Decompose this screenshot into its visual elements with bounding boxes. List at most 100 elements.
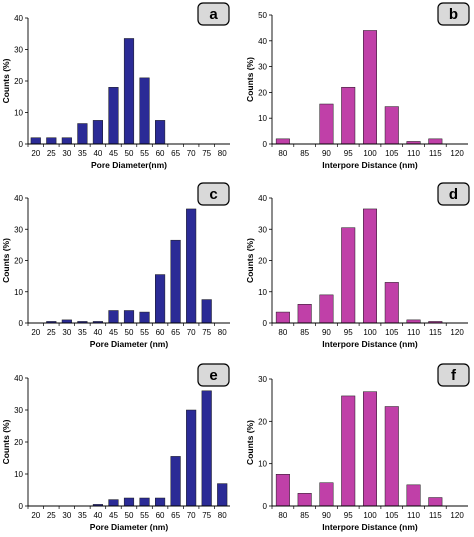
bar xyxy=(155,120,166,145)
y-tick-label: 0 xyxy=(263,319,268,328)
x-tick-label: 50 xyxy=(125,328,134,337)
x-tick-label: 55 xyxy=(140,328,149,337)
y-tick-label: 40 xyxy=(258,194,267,203)
y-tick-label: 10 xyxy=(258,114,267,123)
y-tick-label: 40 xyxy=(258,37,267,46)
bar xyxy=(201,390,212,507)
bar xyxy=(123,310,135,324)
y-axis-label: Counts (%) xyxy=(1,419,11,464)
panel-label-box xyxy=(197,182,230,206)
bar xyxy=(123,38,135,145)
bar xyxy=(186,208,197,324)
panel-label: b xyxy=(449,6,458,23)
panel-label-box xyxy=(197,2,230,26)
bar xyxy=(428,497,443,507)
y-tick-label: 10 xyxy=(14,288,23,297)
panel-label-box xyxy=(437,2,470,26)
y-tick-label: 20 xyxy=(258,257,267,266)
chart-panel-e: 0 10 20 30 40 20 25 30 35 40 45 50 55 60 65 70 75 80 Pore … xyxy=(1,363,230,532)
bar xyxy=(61,137,72,145)
bar xyxy=(139,497,150,507)
x-tick-label: 105 xyxy=(385,328,399,337)
y-tick-label: 10 xyxy=(258,460,267,469)
x-tick-label: 30 xyxy=(62,328,71,337)
x-tick-label: 105 xyxy=(385,511,399,520)
chart-panel-b: 0 10 20 30 40 50 80 85 90 95 100 105 110 115 120 Interp… xyxy=(245,2,470,170)
x-tick-label: 65 xyxy=(171,511,180,520)
x-tick-label: 35 xyxy=(78,328,87,337)
x-tick-label: 80 xyxy=(218,149,227,158)
x-tick-label: 100 xyxy=(363,328,377,337)
chart-panel-d: 0 10 20 30 40 80 85 90 95 100 105 110 115 120 Interpor… xyxy=(245,182,470,349)
x-tick-label: 115 xyxy=(429,328,442,337)
bar xyxy=(319,294,334,324)
bar xyxy=(155,497,166,507)
bar xyxy=(170,239,181,324)
bar xyxy=(108,310,119,324)
x-tick-label: 50 xyxy=(125,149,134,158)
chart-panel-f: 0 10 20 30 80 85 90 95 100 105 110 115 120 Interpore … xyxy=(245,363,470,532)
bar xyxy=(362,391,378,507)
x-tick-label: 95 xyxy=(344,149,353,158)
x-tick-label: 55 xyxy=(140,149,149,158)
y-axis-label: Counts (%) xyxy=(1,58,11,103)
y-tick-label: 30 xyxy=(14,46,23,55)
x-tick-label: 30 xyxy=(62,511,71,520)
y-tick-label: 0 xyxy=(263,140,268,149)
bar xyxy=(155,274,166,324)
x-tick-label: 55 xyxy=(140,511,149,520)
bar xyxy=(170,456,181,507)
y-tick-label: 30 xyxy=(14,406,23,415)
x-tick-label: 50 xyxy=(125,511,134,520)
y-tick-label: 30 xyxy=(14,225,23,234)
x-axis-label: Pore Diameter (nm) xyxy=(90,522,169,532)
bar xyxy=(275,311,290,324)
panel-label: f xyxy=(451,367,457,384)
x-tick-label: 60 xyxy=(156,149,165,158)
bar xyxy=(406,319,421,324)
bar xyxy=(341,86,356,145)
y-tick-label: 20 xyxy=(14,77,23,86)
x-tick-label: 90 xyxy=(322,328,331,337)
panel-label: e xyxy=(209,367,217,384)
y-tick-label: 20 xyxy=(14,257,23,266)
x-tick-label: 70 xyxy=(187,511,196,520)
x-tick-label: 115 xyxy=(429,511,442,520)
bar xyxy=(30,137,41,145)
x-tick-label: 105 xyxy=(385,149,399,158)
x-tick-label: 100 xyxy=(363,149,377,158)
x-tick-label: 45 xyxy=(109,149,118,158)
bar xyxy=(362,30,378,145)
x-tick-label: 20 xyxy=(31,149,40,158)
y-tick-label: 10 xyxy=(258,288,267,297)
bar xyxy=(297,493,312,507)
x-tick-label: 75 xyxy=(202,328,211,337)
y-tick-label: 20 xyxy=(258,417,267,426)
x-tick-label: 120 xyxy=(450,149,464,158)
y-tick-label: 40 xyxy=(14,374,23,383)
x-tick-label: 65 xyxy=(171,328,180,337)
bar xyxy=(217,483,228,507)
bar xyxy=(384,282,399,324)
y-tick-label: 40 xyxy=(14,194,23,203)
panel-label-box xyxy=(437,363,470,387)
chart-panel-a: 0 10 20 30 40 20 25 30 35 40 45 50 55 60 65 70 75 80 Pore … xyxy=(1,2,230,170)
y-axis-label: Counts (%) xyxy=(245,238,255,283)
y-tick-label: 20 xyxy=(14,438,23,447)
x-axis-label: Pore Diameter (nm) xyxy=(90,339,169,349)
x-tick-label: 100 xyxy=(363,511,377,520)
y-tick-label: 0 xyxy=(19,502,24,511)
x-tick-label: 80 xyxy=(218,328,227,337)
x-tick-label: 70 xyxy=(187,328,196,337)
bar xyxy=(139,311,150,324)
y-axis-label: Counts (%) xyxy=(245,57,255,102)
x-tick-label: 80 xyxy=(278,149,287,158)
x-tick-label: 65 xyxy=(171,149,180,158)
bar xyxy=(384,406,399,507)
x-tick-label: 25 xyxy=(47,149,56,158)
x-tick-label: 70 xyxy=(187,149,196,158)
y-tick-label: 10 xyxy=(14,109,23,118)
bar xyxy=(319,103,334,145)
x-tick-label: 60 xyxy=(156,511,165,520)
bar xyxy=(428,138,443,145)
